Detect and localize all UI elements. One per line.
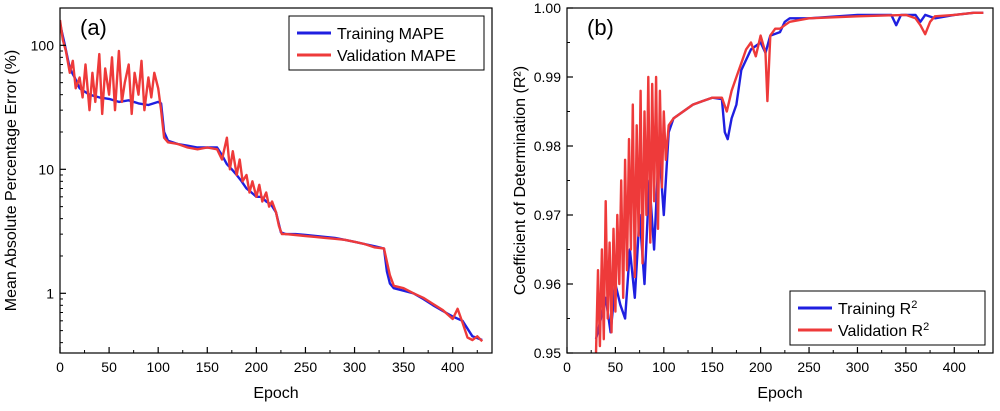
panel-label: (a) — [80, 15, 107, 40]
y-tick-label: 1 — [46, 285, 54, 301]
y-tick-label: 0.96 — [534, 276, 561, 292]
y-tick-label: 0.95 — [534, 345, 561, 361]
x-tick-label: 150 — [196, 359, 220, 375]
y-tick-label: 1.00 — [534, 0, 561, 16]
series-group — [594, 11, 984, 353]
legend-box — [288, 15, 485, 71]
x-axis-title: Epoch — [253, 385, 298, 402]
chart-panel-1: 0 50 100 150 200 250 300 350 400 1 10 100 Epoch Mean … — [3, 7, 493, 402]
legend: Training MAPE Validation MAPE — [288, 15, 485, 71]
x-tick-label: 50 — [608, 359, 624, 375]
x-tick-label: 150 — [701, 359, 725, 375]
x-tick-label: 200 — [749, 359, 773, 375]
superscript: 2 — [923, 321, 929, 333]
x-tick-label: 200 — [245, 359, 269, 375]
x-tick-label: 100 — [147, 359, 171, 375]
x-tick-label: 400 — [441, 359, 465, 375]
y-tick-label: 0.99 — [534, 69, 561, 85]
y-tick-label: 100 — [31, 37, 55, 53]
panel-label: (b) — [587, 15, 614, 40]
legend-label: Training R2 — [838, 299, 917, 318]
plot-frame — [59, 7, 493, 354]
y-axis-title: Mean Absolute Percentage Error (%) — [3, 50, 20, 311]
x-tick-label: 250 — [294, 359, 318, 375]
x-axis-title: Epoch — [757, 385, 802, 402]
x-tick-label: 50 — [101, 359, 117, 375]
x-tick-label: 350 — [894, 359, 918, 375]
x-tick-label: 0 — [563, 359, 571, 375]
y-tick-label: 0.98 — [534, 138, 561, 154]
x-tick-label: 400 — [943, 359, 967, 375]
legend: Training R2 Validation R2 — [789, 290, 986, 346]
y-axis-title: Coefficient of Determination (R²) — [512, 66, 529, 295]
legend-box — [789, 290, 986, 346]
chart-panel-2: 0 50 100 150 200 250 300 350 400 0.95 0.96 0.97 0.98… — [512, 0, 994, 402]
legend-label: Validation R2 — [838, 321, 929, 340]
y-tick-label: 10 — [38, 161, 54, 177]
x-tick-label: 300 — [343, 359, 367, 375]
legend-label: Validation MAPE — [337, 48, 456, 65]
series-line-validation-r2 — [594, 11, 984, 353]
series-group — [60, 19, 484, 343]
x-tick-label: 100 — [652, 359, 676, 375]
superscript: 2 — [911, 299, 917, 311]
y-tick-label: 0.97 — [534, 207, 561, 223]
series-line-training-mape — [60, 23, 483, 342]
x-tick-label: 350 — [392, 359, 416, 375]
legend-label: Training MAPE — [337, 26, 444, 43]
x-tick-label: 300 — [846, 359, 870, 375]
x-tick-label: 0 — [56, 359, 64, 375]
x-tick-label: 250 — [797, 359, 821, 375]
series-line-validation-mape — [60, 19, 484, 343]
